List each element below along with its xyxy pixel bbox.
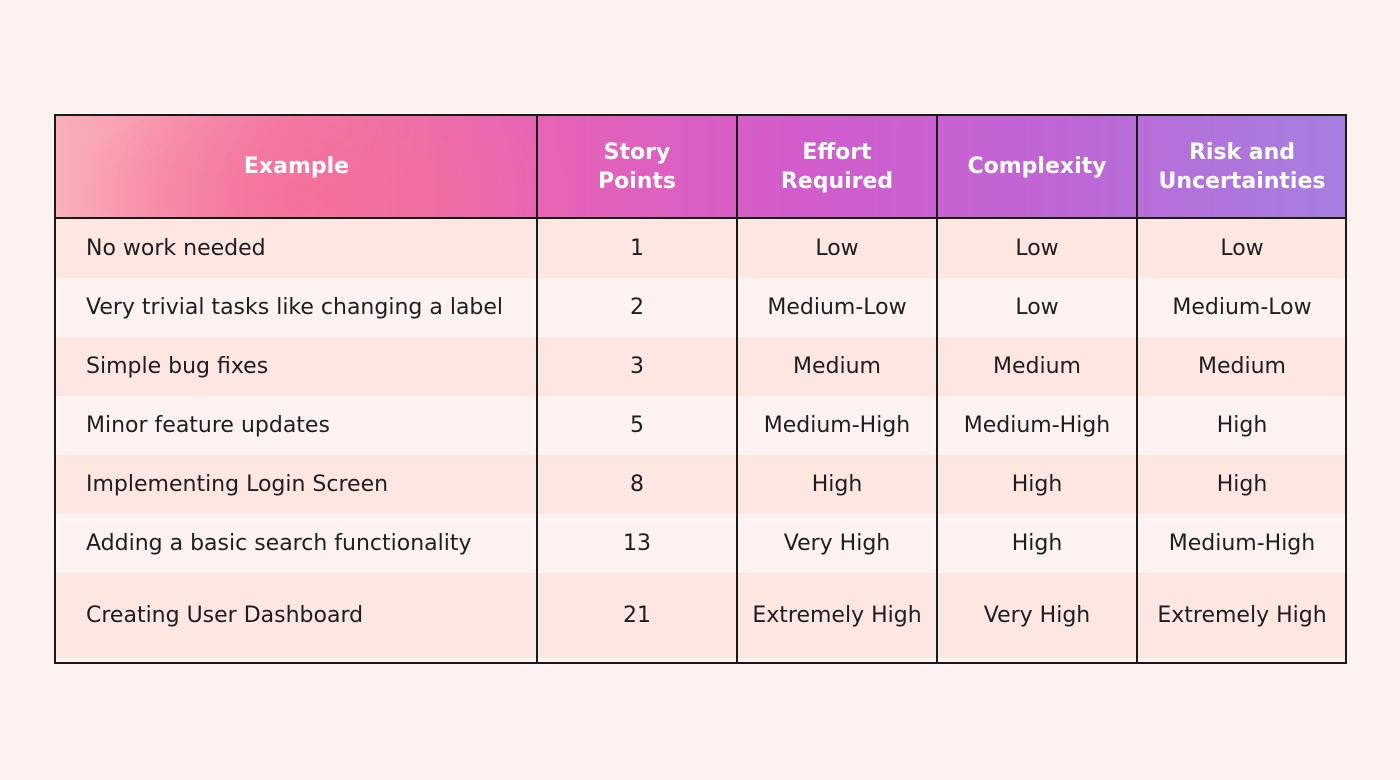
cell-complexity: Low [1015,295,1059,320]
cell-risk: Medium [1198,354,1286,379]
cell-risk: Medium-Low [1172,295,1312,320]
header-risk: Risk and Uncertainties [1137,116,1345,217]
cell-effort: Medium-High [763,413,911,438]
cell-effort: Low [815,236,859,261]
cell-risk: High [1216,472,1268,497]
header-story-points: Story Points [537,116,737,217]
header-example-label: Example [243,154,350,179]
cell-story-points: 21 [623,603,651,628]
cell-example: Creating User Dashboard [86,603,364,628]
cell-story-points: 13 [623,531,651,556]
header-example: Example [56,116,537,217]
table-row: Implementing Login Screen 8 High High Hi… [56,455,1345,514]
header-complexity: Complexity [937,116,1137,217]
cell-effort: High [811,472,863,497]
table-row: Adding a basic search functionality 13 V… [56,514,1345,573]
column-divider [536,116,538,662]
header-effort-label: Effort Required [780,139,894,194]
cell-risk: Medium-High [1168,531,1316,556]
cell-risk: Extremely High [1157,603,1327,628]
cell-story-points: 5 [630,413,644,438]
header-risk-label: Risk and Uncertainties [1158,139,1326,194]
cell-complexity: Very High [983,603,1091,628]
table-header: Example Story Points Effort Required Com… [56,116,1345,219]
cell-story-points: 1 [630,236,644,261]
cell-story-points: 2 [630,295,644,320]
cell-example: Adding a basic search functionality [86,531,472,556]
cell-effort: Medium [793,354,881,379]
cell-example: Implementing Login Screen [86,472,389,497]
cell-complexity: Low [1015,236,1059,261]
header-story-points-label: Story Points [597,139,677,194]
header-complexity-label: Complexity [967,154,1107,179]
column-divider [936,116,938,662]
cell-effort: Medium-Low [767,295,907,320]
column-divider [736,116,738,662]
cell-effort: Very High [783,531,891,556]
table-row: Simple bug fixes 3 Medium Medium Medium [56,337,1345,396]
cell-risk: High [1216,413,1268,438]
cell-example: Very trivial tasks like changing a label [86,295,504,320]
cell-complexity: Medium [993,354,1081,379]
cell-example: No work needed [86,236,266,261]
cell-story-points: 8 [630,472,644,497]
cell-story-points: 3 [630,354,644,379]
cell-example: Minor feature updates [86,413,330,438]
table-row: Minor feature updates 5 Medium-High Medi… [56,396,1345,455]
cell-complexity: High [1011,472,1063,497]
table-body: No work needed 1 Low Low Low Very trivia… [56,219,1345,658]
table-row: No work needed 1 Low Low Low [56,219,1345,278]
table-row: Creating User Dashboard 21 Extremely Hig… [56,573,1345,658]
cell-example: Simple bug fixes [86,354,269,379]
column-divider [1136,116,1138,662]
header-effort-required: Effort Required [737,116,937,217]
cell-effort: Extremely High [752,603,922,628]
cell-complexity: Medium-High [963,413,1111,438]
story-points-table: Example Story Points Effort Required Com… [54,114,1347,664]
cell-complexity: High [1011,531,1063,556]
cell-risk: Low [1220,236,1264,261]
table-row: Very trivial tasks like changing a label… [56,278,1345,337]
